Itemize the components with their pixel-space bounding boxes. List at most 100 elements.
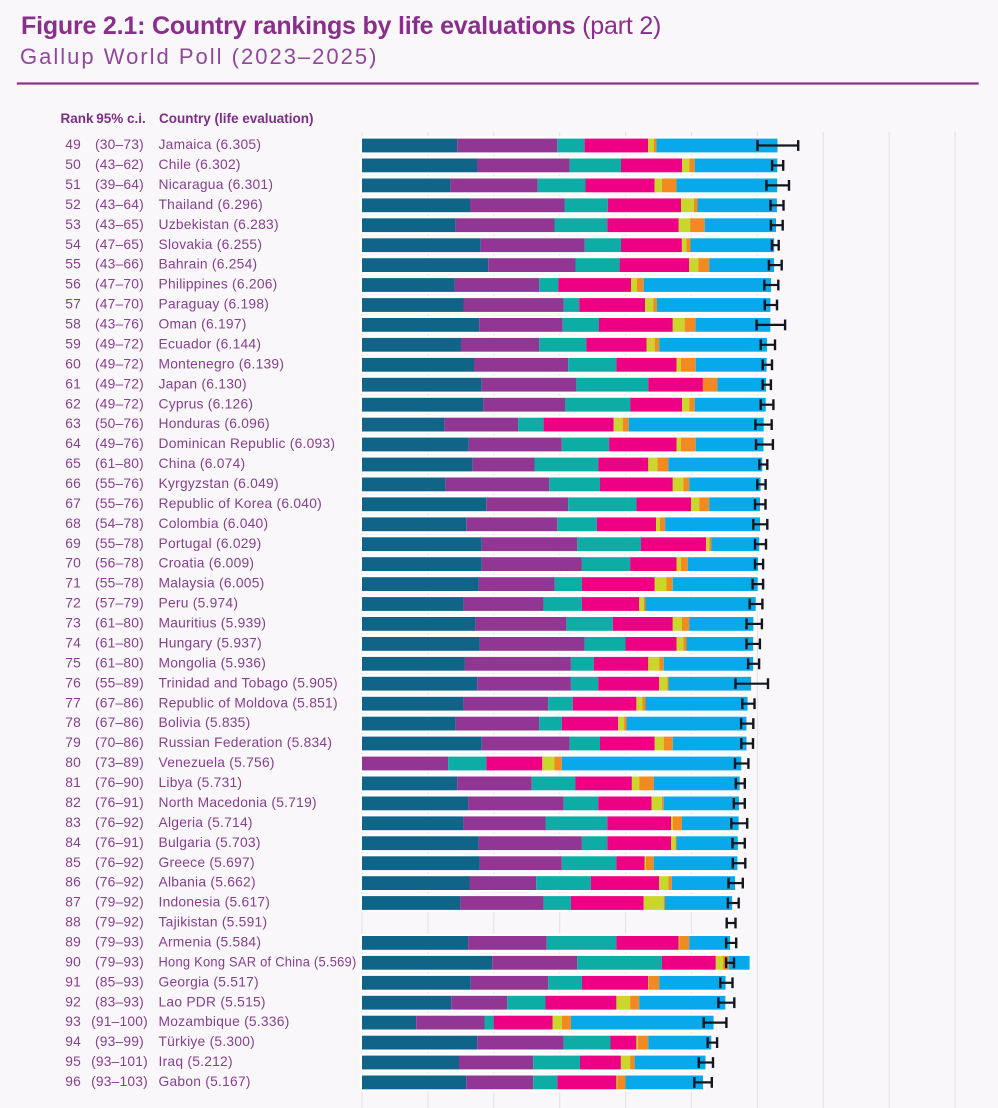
- svg-text:(61–80): (61–80): [95, 616, 144, 631]
- svg-text:(57–79): (57–79): [95, 596, 144, 611]
- svg-text:83: 83: [65, 815, 81, 830]
- svg-text:Bahrain (6.254): Bahrain (6.254): [159, 257, 258, 272]
- svg-text:(85–93): (85–93): [95, 974, 144, 989]
- svg-text:(76–92): (76–92): [95, 855, 144, 870]
- svg-text:(43–66): (43–66): [95, 257, 144, 272]
- svg-text:Russian Federation (5.834): Russian Federation (5.834): [159, 735, 333, 750]
- svg-text:(67–86): (67–86): [95, 695, 144, 710]
- svg-text:72: 72: [65, 596, 81, 611]
- svg-text:76: 76: [65, 675, 81, 690]
- svg-text:Bolivia (5.835): Bolivia (5.835): [159, 715, 251, 730]
- svg-text:(79–92): (79–92): [95, 895, 144, 910]
- svg-text:Chile (6.302): Chile (6.302): [159, 157, 241, 172]
- svg-text:73: 73: [65, 616, 81, 631]
- svg-text:China (6.074): China (6.074): [159, 456, 246, 471]
- svg-text:Indonesia (5.617): Indonesia (5.617): [159, 895, 271, 910]
- svg-text:Iraq (5.212): Iraq (5.212): [159, 1054, 233, 1069]
- svg-text:(76–91): (76–91): [95, 795, 144, 810]
- svg-text:(49–72): (49–72): [95, 376, 144, 391]
- svg-text:64: 64: [65, 436, 81, 451]
- svg-text:57: 57: [65, 297, 81, 312]
- svg-text:Colombia (6.040): Colombia (6.040): [159, 516, 269, 531]
- svg-text:(61–80): (61–80): [95, 655, 144, 670]
- svg-text:82: 82: [65, 795, 81, 810]
- svg-text:87: 87: [65, 895, 81, 910]
- svg-text:78: 78: [65, 715, 81, 730]
- svg-text:Peru (5.974): Peru (5.974): [159, 596, 239, 611]
- svg-text:75: 75: [65, 655, 81, 670]
- svg-text:(30–73): (30–73): [95, 137, 144, 152]
- svg-text:Cyprus (6.126): Cyprus (6.126): [159, 396, 254, 411]
- svg-text:(49–72): (49–72): [95, 356, 144, 371]
- svg-text:53: 53: [65, 217, 81, 232]
- svg-text:(47–65): (47–65): [95, 237, 144, 252]
- svg-text:Albania (5.662): Albania (5.662): [159, 875, 256, 890]
- svg-text:Gabon (5.167): Gabon (5.167): [159, 1074, 251, 1089]
- svg-text:(50–76): (50–76): [95, 416, 144, 431]
- svg-text:Mauritius (5.939): Mauritius (5.939): [159, 616, 267, 631]
- svg-text:93: 93: [65, 1014, 81, 1029]
- svg-text:80: 80: [65, 755, 81, 770]
- svg-text:69: 69: [65, 536, 81, 551]
- svg-text:62: 62: [65, 396, 81, 411]
- svg-text:Slovakia (6.255): Slovakia (6.255): [159, 237, 263, 252]
- svg-text:91: 91: [65, 974, 81, 989]
- svg-text:(76–91): (76–91): [95, 835, 144, 850]
- svg-text:Algeria (5.714): Algeria (5.714): [159, 815, 253, 830]
- svg-text:(47–70): (47–70): [95, 277, 144, 292]
- svg-text:Croatia (6.009): Croatia (6.009): [159, 556, 255, 571]
- svg-text:86: 86: [65, 875, 81, 890]
- svg-text:68: 68: [65, 516, 81, 531]
- svg-text:Armenia (5.584): Armenia (5.584): [159, 935, 262, 950]
- svg-text:Country (life evaluation): Country (life evaluation): [159, 111, 314, 126]
- svg-text:95: 95: [65, 1054, 81, 1069]
- svg-text:(61–80): (61–80): [95, 456, 144, 471]
- svg-text:94: 94: [65, 1034, 81, 1049]
- svg-text:(55–78): (55–78): [95, 576, 144, 591]
- svg-text:Paraguay (6.198): Paraguay (6.198): [159, 297, 270, 312]
- svg-text:Kyrgyzstan (6.049): Kyrgyzstan (6.049): [159, 476, 279, 491]
- svg-text:Figure 2.1: Country rankings b: Figure 2.1: Country rankings by life eva…: [21, 12, 661, 40]
- svg-text:Philippines (6.206): Philippines (6.206): [159, 277, 278, 292]
- svg-text:(47–70): (47–70): [95, 297, 144, 312]
- svg-text:58: 58: [65, 317, 81, 332]
- svg-text:(43–64): (43–64): [95, 197, 144, 212]
- svg-text:(76–92): (76–92): [95, 815, 144, 830]
- svg-text:Lao PDR (5.515): Lao PDR (5.515): [159, 994, 266, 1009]
- svg-text:Uzbekistan (6.283): Uzbekistan (6.283): [159, 217, 279, 232]
- svg-text:66: 66: [65, 476, 81, 491]
- svg-text:Libya (5.731): Libya (5.731): [159, 775, 243, 790]
- svg-text:(76–92): (76–92): [95, 875, 144, 890]
- svg-text:(49–72): (49–72): [95, 336, 144, 351]
- svg-text:(79–93): (79–93): [95, 954, 144, 969]
- svg-text:77: 77: [65, 695, 81, 710]
- svg-text:59: 59: [65, 336, 81, 351]
- svg-text:(70–86): (70–86): [95, 735, 144, 750]
- svg-text:Mozambique (5.336): Mozambique (5.336): [159, 1014, 290, 1029]
- svg-text:67: 67: [65, 496, 81, 511]
- svg-text:85: 85: [65, 855, 81, 870]
- svg-text:(67–86): (67–86): [95, 715, 144, 730]
- svg-text:51: 51: [65, 177, 81, 192]
- svg-text:Republic of Moldova (5.851): Republic of Moldova (5.851): [159, 695, 338, 710]
- svg-text:(61–80): (61–80): [95, 636, 144, 651]
- svg-text:(91–100): (91–100): [91, 1014, 148, 1029]
- svg-text:81: 81: [65, 775, 81, 790]
- svg-text:(39–64): (39–64): [95, 177, 144, 192]
- svg-text:(43–76): (43–76): [95, 317, 144, 332]
- svg-text:Hungary (5.937): Hungary (5.937): [159, 636, 262, 651]
- svg-text:49: 49: [65, 137, 81, 152]
- svg-text:Honduras (6.096): Honduras (6.096): [159, 416, 270, 431]
- svg-text:Oman (6.197): Oman (6.197): [159, 317, 247, 332]
- svg-text:54: 54: [65, 237, 81, 252]
- svg-text:Venezuela (5.756): Venezuela (5.756): [159, 755, 275, 770]
- svg-text:Tajikistan (5.591): Tajikistan (5.591): [159, 915, 268, 930]
- svg-text:Ecuador (6.144): Ecuador (6.144): [159, 336, 262, 351]
- svg-text:Georgia (5.517): Georgia (5.517): [159, 974, 259, 989]
- svg-text:(43–62): (43–62): [95, 157, 144, 172]
- svg-text:(54–78): (54–78): [95, 516, 144, 531]
- svg-text:71: 71: [65, 576, 81, 591]
- svg-text:Thailand (6.296): Thailand (6.296): [159, 197, 263, 212]
- svg-text:(49–76): (49–76): [95, 436, 144, 451]
- svg-text:Gallup World Poll (2023–2025): Gallup World Poll (2023–2025): [20, 44, 378, 69]
